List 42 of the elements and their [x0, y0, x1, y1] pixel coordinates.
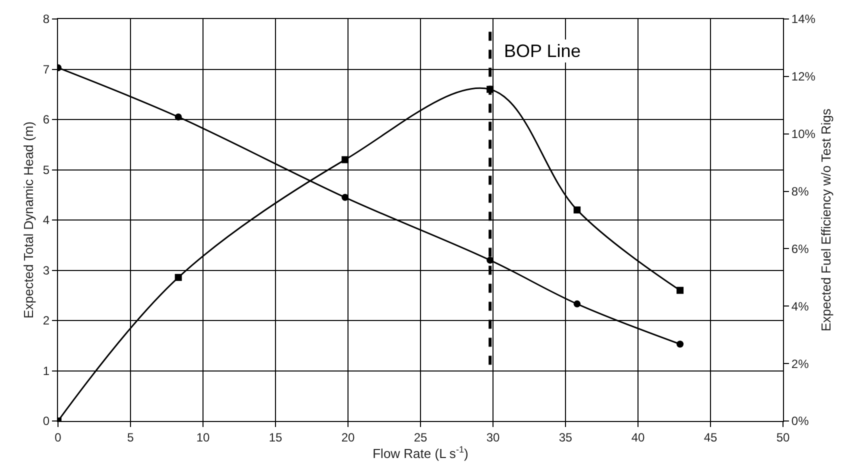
- point: [342, 194, 349, 201]
- point: [574, 206, 581, 214]
- x-tick-label: 30: [486, 430, 500, 444]
- x-tick-label: 0: [54, 430, 62, 444]
- y-tick-label: 5: [42, 162, 50, 177]
- point: [676, 340, 684, 348]
- y2-tick-label: 2%: [791, 356, 810, 371]
- y2-tick-label: 8%: [791, 184, 810, 198]
- point: [174, 113, 182, 120]
- x-tick-label: 45: [704, 430, 718, 444]
- x-tick-label: 10: [196, 430, 210, 444]
- point: [486, 256, 494, 264]
- point: [342, 156, 349, 164]
- y-tick-label: 7: [42, 62, 50, 76]
- y2-tick-label: 4%: [791, 299, 810, 314]
- x-tick-label: 50: [776, 430, 790, 444]
- y-tick-label: 2: [42, 314, 50, 328]
- point: [174, 274, 182, 281]
- x-tick-label: 40: [631, 430, 645, 444]
- y2-tick-label: 12%: [791, 70, 816, 84]
- x-tick-label: 5: [127, 430, 134, 444]
- y2-tick-label: 0%: [791, 414, 810, 428]
- point: [486, 86, 494, 93]
- x-axis-title: Flow Rate (L s$^{-1}$): [372, 444, 468, 461]
- y2-tick-label: 14%: [791, 12, 816, 26]
- y2-axis-title: Expected Fuel Efficiency w/o Test Rigs: [818, 108, 834, 332]
- x-tick-label: 15: [268, 430, 282, 444]
- x-tick-label: 25: [414, 430, 428, 444]
- y2-tick-label: 6%: [791, 242, 810, 256]
- point: [574, 300, 581, 308]
- ref-line-label: BOP Line: [504, 41, 581, 61]
- y-tick-label: 1: [42, 364, 50, 378]
- x-tick-label: 20: [341, 430, 355, 444]
- x-tick-label: 35: [558, 430, 572, 444]
- y-tick-label: 4: [42, 213, 50, 228]
- y-tick-label: 3: [42, 263, 50, 278]
- point: [676, 286, 684, 294]
- y-tick-label: 0: [42, 414, 50, 428]
- y-tick-label: 6: [42, 112, 50, 127]
- y-axis-title: Expected Total Dynamic Head (m): [20, 121, 36, 319]
- y2-tick-label: 10%: [791, 127, 816, 142]
- y-tick-label: 8: [42, 12, 50, 26]
